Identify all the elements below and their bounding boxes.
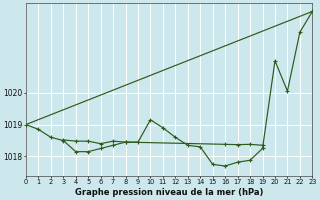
X-axis label: Graphe pression niveau de la mer (hPa): Graphe pression niveau de la mer (hPa) <box>75 188 263 197</box>
